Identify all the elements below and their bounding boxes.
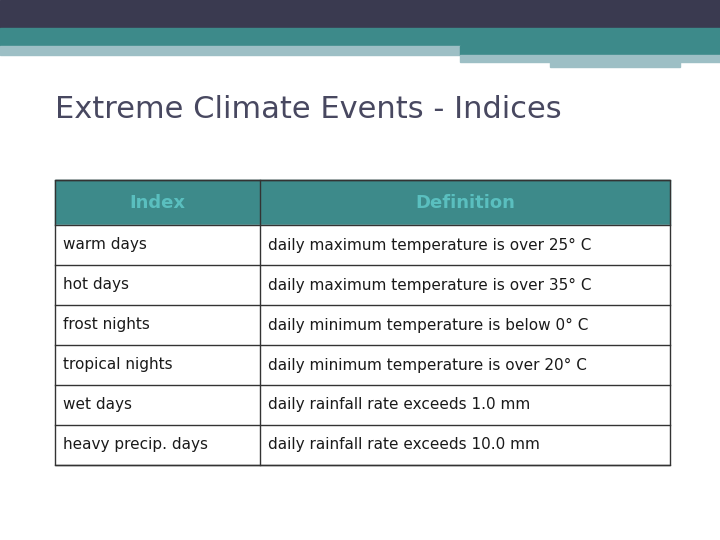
Bar [550, 62, 680, 67]
Text: daily minimum temperature is over 20° C: daily minimum temperature is over 20° C [268, 357, 587, 373]
Bar [0, 28, 720, 46]
Text: hot days: hot days [63, 278, 129, 293]
Bar [460, 46, 720, 55]
Bar [55, 305, 670, 345]
Text: daily rainfall rate exceeds 10.0 mm: daily rainfall rate exceeds 10.0 mm [268, 437, 540, 453]
Bar [55, 265, 670, 305]
Text: Definition: Definition [415, 193, 515, 212]
Bar [55, 180, 670, 225]
Text: wet days: wet days [63, 397, 132, 413]
Text: frost nights: frost nights [63, 318, 150, 333]
Text: warm days: warm days [63, 238, 147, 253]
Text: tropical nights: tropical nights [63, 357, 173, 373]
Bar [55, 180, 670, 465]
Bar [55, 425, 670, 465]
Bar [55, 225, 670, 265]
Bar [0, 46, 460, 55]
Text: Index: Index [130, 193, 186, 212]
Text: Extreme Climate Events - Indices: Extreme Climate Events - Indices [55, 96, 562, 125]
Text: daily maximum temperature is over 35° C: daily maximum temperature is over 35° C [268, 278, 592, 293]
Bar [460, 55, 720, 62]
Text: daily minimum temperature is below 0° C: daily minimum temperature is below 0° C [268, 318, 588, 333]
Text: heavy precip. days: heavy precip. days [63, 437, 208, 453]
Bar [0, 0, 720, 28]
Text: daily rainfall rate exceeds 1.0 mm: daily rainfall rate exceeds 1.0 mm [268, 397, 530, 413]
Bar [55, 345, 670, 385]
Text: daily maximum temperature is over 25° C: daily maximum temperature is over 25° C [268, 238, 591, 253]
Bar [55, 385, 670, 425]
